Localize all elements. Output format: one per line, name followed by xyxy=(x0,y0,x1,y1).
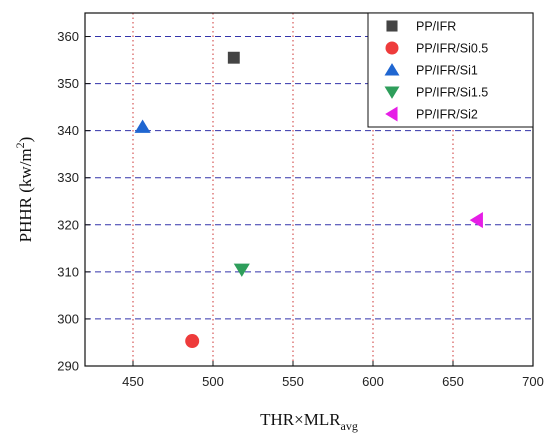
legend-entry-label: PP/IFR/Si1.5 xyxy=(416,86,488,100)
x-axis-title-subscript: avg xyxy=(341,419,358,433)
x-axis-title-main: THR×MLR xyxy=(260,410,341,429)
x-tick-label: 650 xyxy=(442,374,464,389)
axis-ticks: 450 500 550 600 650 700 290 300 310 320 330 340 350 3… xyxy=(57,29,544,389)
x-tick-label: 700 xyxy=(522,374,544,389)
x-axis-title: THR×MLRavg xyxy=(260,410,358,433)
legend-entry-label: PP/IFR/Si0.5 xyxy=(416,42,488,56)
legend: PP/IFR PP/IFR/Si0.5 PP/IFR/Si1 PP/IFR/Si1.5… xyxy=(367,12,534,128)
y-axis-title: PHHR (kw/m2) xyxy=(13,137,35,243)
y-tick-label: 320 xyxy=(57,217,79,232)
y-tick-label: 330 xyxy=(57,170,79,185)
legend-marker xyxy=(384,86,400,99)
plot-frame xyxy=(84,12,534,367)
legend-marker xyxy=(385,41,399,55)
data-points xyxy=(134,51,483,349)
x-tick-label: 450 xyxy=(122,374,144,389)
legend-marker xyxy=(384,63,400,76)
y-axis-title-end: ) xyxy=(16,137,35,143)
legend-entry-label: PP/IFR xyxy=(416,20,456,34)
x-tick-label: 550 xyxy=(282,374,304,389)
y-tick-label: 290 xyxy=(57,359,79,374)
y-tick-label: 300 xyxy=(57,311,79,326)
data-point xyxy=(227,51,240,64)
data-point xyxy=(233,263,250,277)
legend-marker xyxy=(385,106,398,122)
data-point xyxy=(185,334,200,349)
y-tick-label: 340 xyxy=(57,123,79,138)
y-axis-title-superscript: 2 xyxy=(13,142,27,148)
y-tick-label: 310 xyxy=(57,264,79,279)
legend-entry-label: PP/IFR/Si1 xyxy=(416,64,478,78)
y-tick-label: 360 xyxy=(57,29,79,44)
data-point xyxy=(469,212,483,229)
x-tick-label: 600 xyxy=(362,374,384,389)
legend-entry-label: PP/IFR/Si2 xyxy=(416,108,478,122)
y-axis-title-main: PHHR (kw/m xyxy=(16,148,35,242)
x-tick-label: 500 xyxy=(202,374,224,389)
legend-marker xyxy=(386,20,398,32)
data-point xyxy=(134,119,151,133)
y-tick-label: 350 xyxy=(57,76,79,91)
